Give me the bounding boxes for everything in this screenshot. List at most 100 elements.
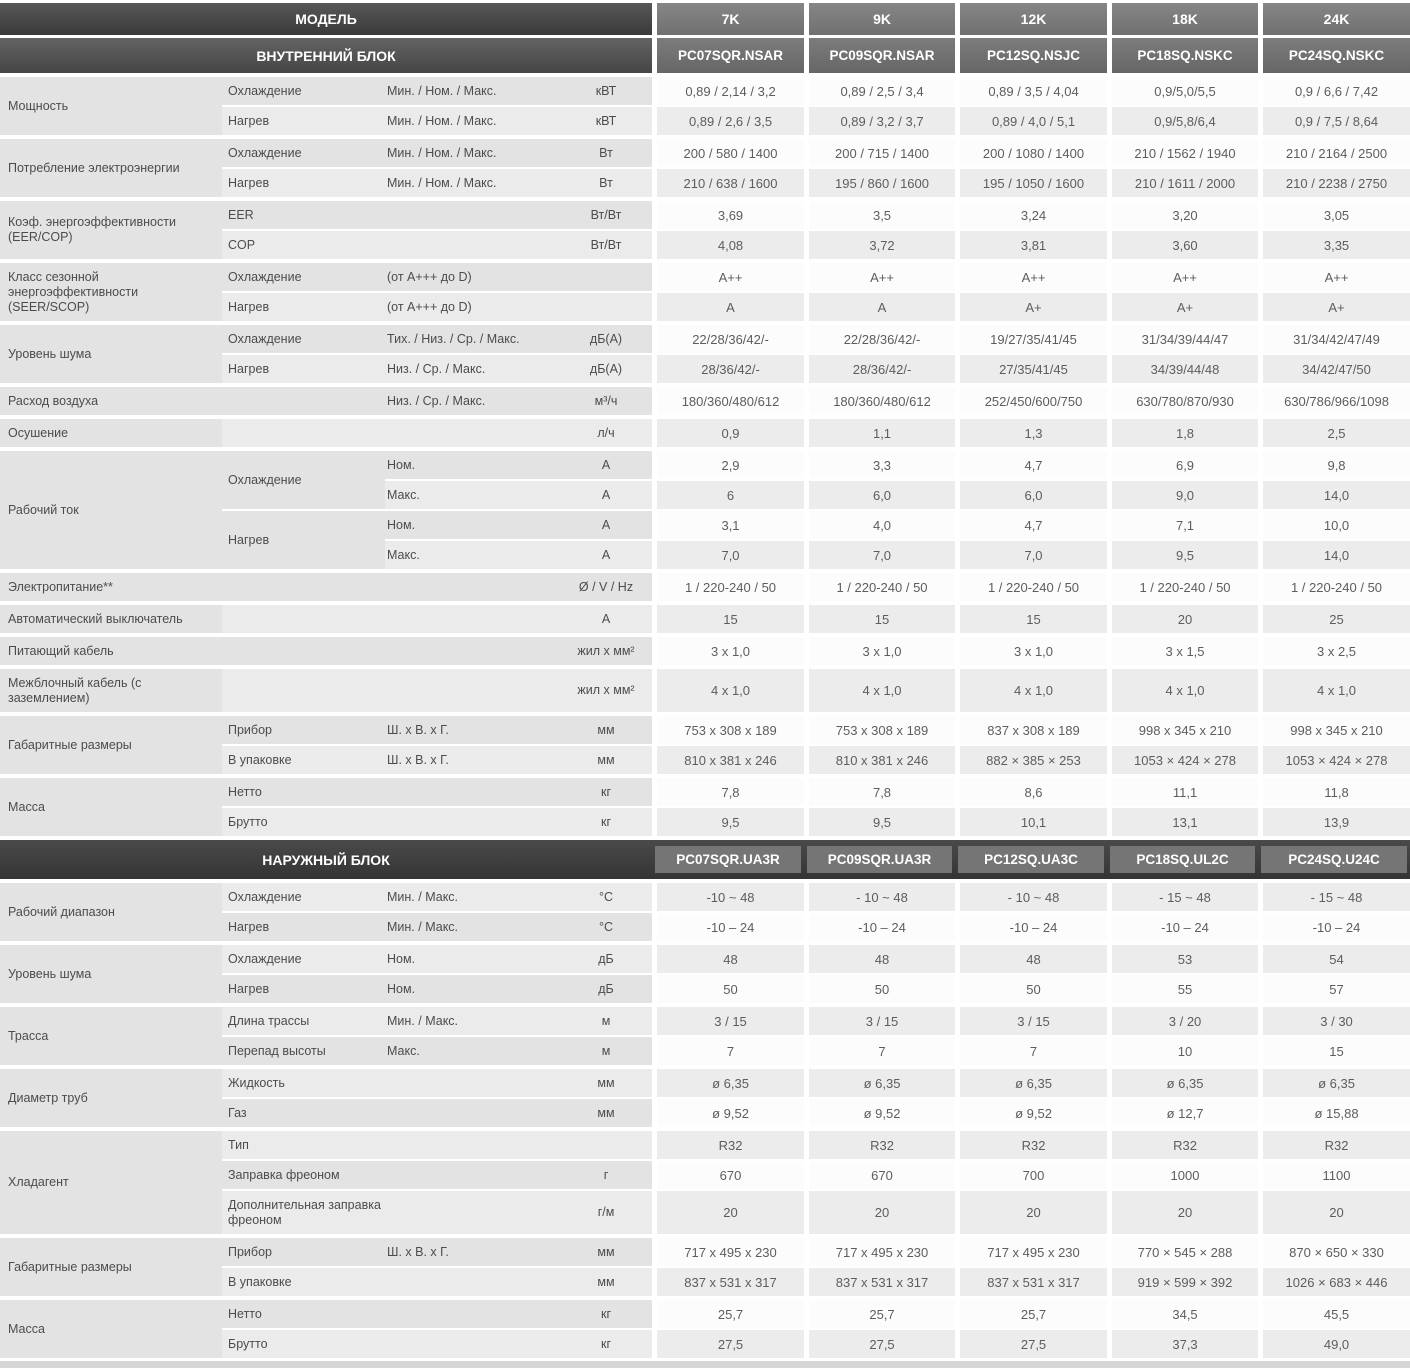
- spec-row: Масса Нетто кг 25,7 25,7 25,7 34,5 45,5: [0, 1296, 1410, 1358]
- value-cell: 20: [1258, 1189, 1410, 1234]
- indoor-model-cell: PC24SQ.NSKC: [1258, 35, 1410, 73]
- qualifier-label: (от А+++ до D): [385, 259, 560, 291]
- qualifier-label: [385, 665, 560, 712]
- value-cell: 48: [652, 941, 805, 973]
- value-cell: 1053 × 424 × 278: [1258, 744, 1410, 774]
- sub-label: [222, 601, 385, 633]
- value-cell: -10 – 24: [955, 911, 1108, 941]
- spec-row: Питающий кабель жил х мм² 3 х 1,0 3 х 1,0 3 …: [0, 633, 1410, 665]
- value-cell: R32: [1258, 1127, 1410, 1159]
- value-cell: 0,89 / 2,5 / 3,4: [804, 73, 956, 105]
- sub-label: Охлаждение: [222, 879, 385, 911]
- unit-label: л/ч: [560, 415, 653, 447]
- sub-label: Нагрев: [222, 509, 385, 569]
- sub-label: Нагрев: [222, 105, 385, 135]
- group-label: Габаритные размеры: [0, 1234, 222, 1296]
- indoor-model-cell: PC12SQ.NSJC: [955, 35, 1108, 73]
- group-label: Рабочий диапазон: [0, 879, 222, 941]
- value-cell: 20: [955, 1189, 1108, 1234]
- qualifier-label: [385, 806, 560, 836]
- spec-row: Газ мм ø 9,52 ø 9,52 ø 9,52 ø 12,7 ø 15,88: [0, 1097, 1410, 1127]
- value-cell: - 15 ~ 48: [1258, 879, 1410, 911]
- value-cell: 20: [804, 1189, 956, 1234]
- sub-label: Охлаждение: [222, 73, 385, 105]
- sub-label: Жидкость: [222, 1065, 385, 1097]
- outdoor-model-label: PC24SQ.U24C: [1261, 846, 1408, 873]
- spec-row: Заправка фреоном г 670 670 700 1000 1100: [0, 1159, 1410, 1189]
- value-cell: 195 / 860 / 1600: [804, 167, 956, 197]
- qualifier-label: Мин. / Ном. / Макс.: [385, 167, 560, 197]
- qualifier-label: (от А+++ до D): [385, 291, 560, 321]
- qualifier-label: [385, 601, 560, 633]
- size-header-cell: 9K: [804, 3, 956, 35]
- value-cell: 0,9 / 6,6 / 7,42: [1258, 73, 1410, 105]
- value-cell: 28/36/42/-: [652, 353, 805, 383]
- qualifier-label: Тих. / Низ. / Ср. / Макс.: [385, 321, 560, 353]
- value-cell: 15: [804, 601, 956, 633]
- value-cell: 9,8: [1258, 447, 1410, 479]
- value-cell: 1 / 220-240 / 50: [652, 569, 805, 601]
- value-cell: 998 x 345 x 210: [1107, 712, 1259, 744]
- qualifier-label: Мин. / Макс.: [385, 879, 560, 911]
- value-cell: - 10 ~ 48: [804, 879, 956, 911]
- unit-label: кг: [560, 1296, 653, 1328]
- value-cell: 1026 × 683 × 446: [1258, 1266, 1410, 1296]
- group-label: Габаритные размеры: [0, 712, 222, 774]
- value-cell: ø 6,35: [1107, 1065, 1259, 1097]
- value-cell: 9,5: [1107, 539, 1259, 569]
- value-cell: 210 / 638 / 1600: [652, 167, 805, 197]
- spec-row: Нагрев Ном. А 3,1 4,0 4,7 7,1 10,0: [0, 509, 1410, 569]
- value-cell: 3,72: [804, 229, 956, 259]
- unit-label: [560, 259, 653, 291]
- value-cell: 7,1: [1107, 509, 1259, 539]
- value-cell: 10,0: [1258, 509, 1410, 539]
- sub-label: Охлаждение: [222, 321, 385, 353]
- unit-label: м: [560, 1035, 653, 1065]
- qualifier-label: [385, 197, 560, 229]
- unit-label: А: [560, 601, 653, 633]
- value-cell: -10 ~ 48: [652, 879, 805, 911]
- value-cell: 670: [804, 1159, 956, 1189]
- qualifier-label: [385, 1159, 560, 1189]
- sub-label: Брутто: [222, 1328, 385, 1358]
- value-cell: 15: [1258, 1035, 1410, 1065]
- spec-row: В упаковке мм 837 x 531 x 317 837 x 531 x 3…: [0, 1266, 1410, 1296]
- group-label: Класс сезонной энергоэффективности (SEER…: [0, 259, 222, 321]
- sub-label: Перепад высоты: [222, 1035, 385, 1065]
- spec-row: Осушение л/ч 0,9 1,1 1,3 1,8 2,5: [0, 415, 1410, 447]
- value-cell: 49,0: [1258, 1328, 1410, 1358]
- unit-label: Вт: [560, 167, 653, 197]
- unit-label: кг: [560, 774, 653, 806]
- value-cell: -10 – 24: [804, 911, 956, 941]
- value-cell: 0,9: [652, 415, 805, 447]
- value-cell: 14,0: [1258, 479, 1410, 509]
- value-cell: 50: [804, 973, 956, 1003]
- value-cell: ø 9,52: [955, 1097, 1108, 1127]
- value-cell: 4,08: [652, 229, 805, 259]
- spec-row: COP Вт/Вт 4,08 3,72 3,81 3,60 3,35: [0, 229, 1410, 259]
- spec-row: Нагрев Мин. / Макс. °С -10 – 24 -10 – 24 -10 …: [0, 911, 1410, 941]
- value-cell: 3,05: [1258, 197, 1410, 229]
- value-cell: 27,5: [804, 1328, 956, 1358]
- indoor-unit-header-row: ВНУТРЕННИЙ БЛОК PC07SQR.NSAR PC09SQR.NSA…: [0, 35, 1410, 73]
- group-label: Трасса: [0, 1003, 222, 1065]
- value-cell: 7: [804, 1035, 956, 1065]
- spec-row: В упаковке Ш. х В. х Г. мм 810 x 381 x 246 8…: [0, 744, 1410, 774]
- value-cell: 53: [1107, 941, 1259, 973]
- qualifier-label: Ш. х В. х Г.: [385, 1234, 560, 1266]
- value-cell: 210 / 2164 / 2500: [1258, 135, 1410, 167]
- value-cell: 11,1: [1107, 774, 1259, 806]
- spec-row: Диаметр труб Жидкость мм ø 6,35 ø 6,35 ø 6,35…: [0, 1065, 1410, 1127]
- value-cell: 837 x 531 x 317: [955, 1266, 1108, 1296]
- value-cell: 837 x 308 x 189: [955, 712, 1108, 744]
- value-cell: 882 × 385 × 253: [955, 744, 1108, 774]
- value-cell: 20: [652, 1189, 805, 1234]
- indoor-model-cell: PC18SQ.NSKC: [1107, 35, 1259, 73]
- value-cell: ø 6,35: [955, 1065, 1108, 1097]
- sub-label: Охлаждение: [222, 259, 385, 291]
- group-label: Уровень шума: [0, 941, 222, 1003]
- value-cell: 210 / 1562 / 1940: [1107, 135, 1259, 167]
- value-cell: ø 6,35: [804, 1065, 956, 1097]
- group-label: Уровень шума: [0, 321, 222, 383]
- spec-row: Рабочий диапазон Охлаждение Мин. / Макс. °С…: [0, 879, 1410, 941]
